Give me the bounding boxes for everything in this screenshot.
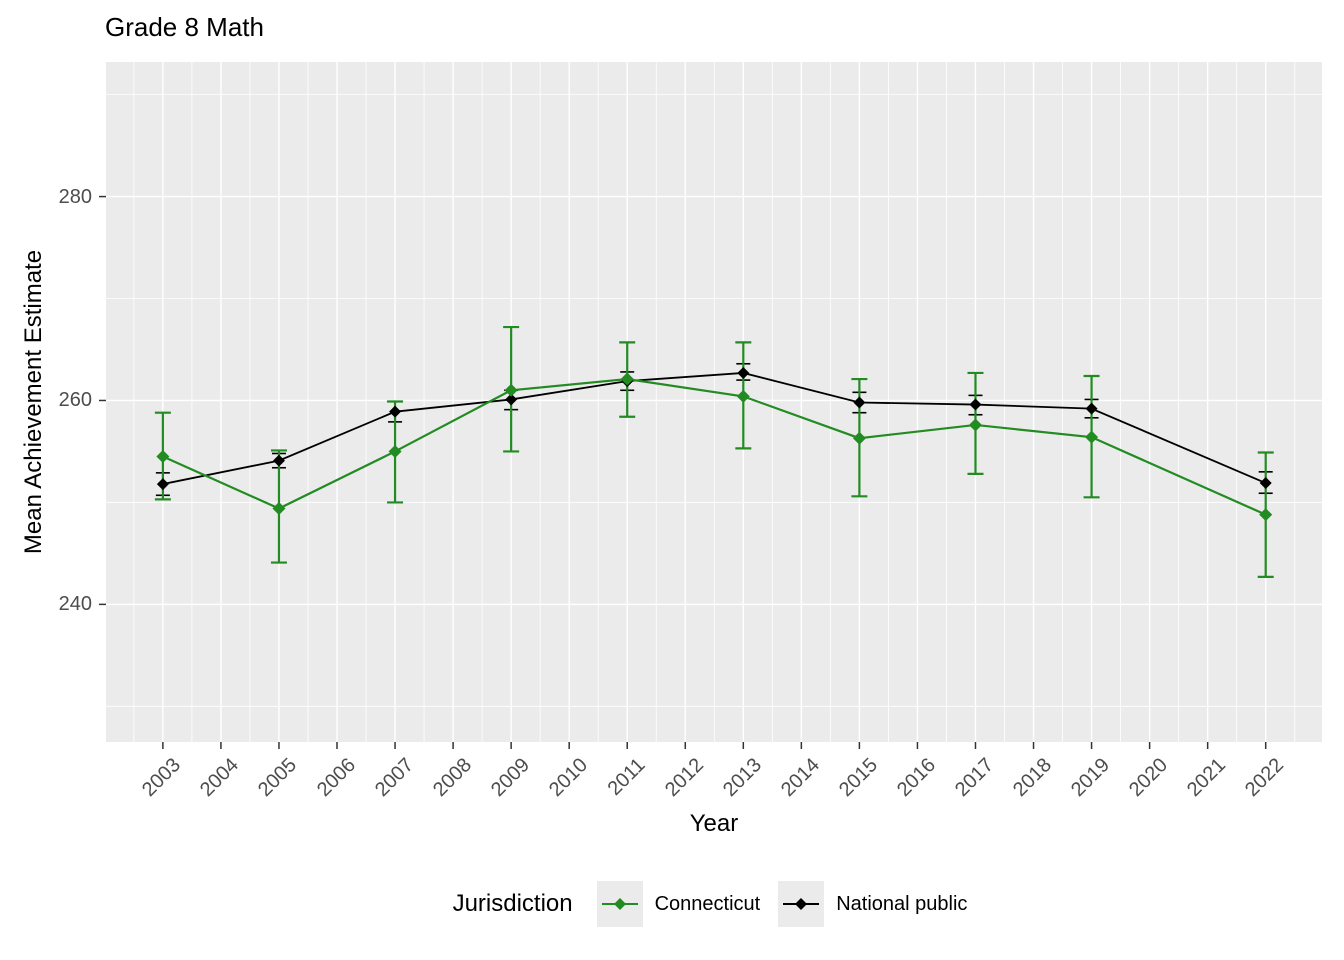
legend-key-swatch: [778, 881, 825, 927]
plot-title: Grade 8 Math: [105, 12, 264, 42]
legend-marker-icon: [783, 898, 820, 910]
data-point-connecticut: [1259, 508, 1273, 522]
y-tick-label: 240: [58, 593, 92, 616]
legend-key-swatch: [596, 881, 643, 927]
data-point-national-public: [389, 405, 402, 418]
y-tick-label: 260: [58, 389, 92, 412]
legend-title: Jurisdiction: [452, 890, 573, 917]
data-point-national-public: [1085, 402, 1098, 415]
data-point-national-public: [272, 454, 285, 467]
data-point-national-public: [853, 396, 866, 409]
legend-marker-icon: [601, 898, 638, 910]
data-point-connecticut: [736, 389, 750, 403]
legend: Jurisdiction Connecticut National public: [106, 876, 1322, 932]
data-point-connecticut: [272, 502, 286, 516]
data-point-national-public: [156, 478, 169, 491]
data-point-national-public: [505, 393, 518, 406]
data-point-national-public: [1259, 477, 1272, 490]
data-point-connecticut: [968, 418, 982, 432]
series-line-national-public: [162, 372, 1267, 485]
data-point-national-public: [969, 398, 982, 411]
data-point-connecticut: [156, 450, 170, 464]
legend-label: National public: [836, 892, 968, 915]
data-point-connecticut: [620, 372, 634, 386]
data-point-connecticut: [388, 444, 402, 458]
legend-item-national-public: National public: [778, 881, 975, 927]
data-point-connecticut: [852, 431, 866, 445]
x-axis-title: Year: [689, 810, 739, 837]
data-point-connecticut: [1085, 430, 1099, 444]
legend-label: Connecticut: [654, 892, 761, 915]
data-point-connecticut: [504, 383, 518, 397]
data-point-national-public: [737, 366, 750, 379]
series-line-connecticut: [162, 377, 1267, 516]
y-tick-label: 280: [58, 185, 92, 208]
legend-item-connecticut: Connecticut: [596, 881, 769, 927]
y-axis-title: Mean Achievement Estimate: [20, 249, 47, 555]
